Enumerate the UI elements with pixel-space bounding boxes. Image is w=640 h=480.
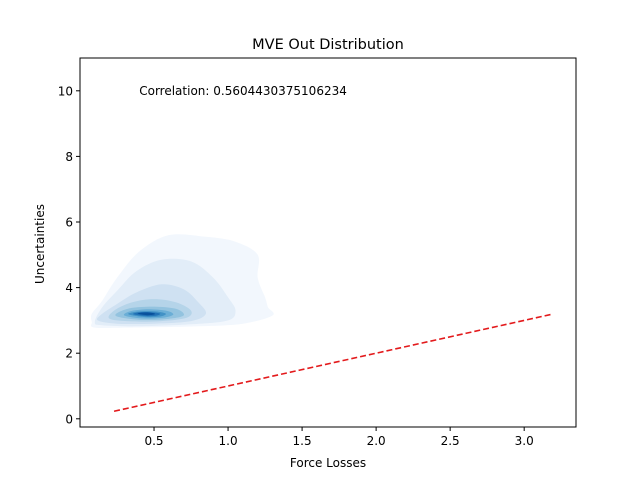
x-tick-label: 2.5	[441, 434, 460, 448]
reference-line	[113, 313, 552, 413]
y-tick-label: 6	[65, 216, 73, 230]
x-axis-ticks: 0.5 1.0 1.5 2.0 2.5 3.0	[144, 427, 534, 448]
axes-frame	[79, 57, 577, 428]
y-tick-label: 8	[65, 150, 73, 164]
y-axis-label: Uncertainties	[33, 204, 47, 284]
x-tick-label: 1.0	[219, 434, 238, 448]
y-tick-label: 4	[65, 281, 73, 295]
chart-title: MVE Out Distribution	[252, 37, 404, 53]
y-tick-label: 10	[58, 84, 73, 98]
y-tick-label: 0	[65, 412, 73, 426]
x-tick-label: 3.0	[515, 434, 534, 448]
reference-line-group	[113, 313, 552, 413]
y-tick-label: 2	[65, 347, 73, 361]
density-contours	[90, 234, 274, 329]
x-axis-label: Force Losses	[290, 456, 366, 470]
contour-level-9	[137, 312, 155, 316]
y-axis-ticks: 0 2 4 6 8 10	[58, 84, 80, 426]
correlation-annotation: Correlation: 0.5604430375106234	[139, 84, 347, 98]
x-tick-label: 0.5	[144, 434, 163, 448]
x-tick-label: 2.0	[367, 434, 386, 448]
x-tick-label: 1.5	[293, 434, 312, 448]
